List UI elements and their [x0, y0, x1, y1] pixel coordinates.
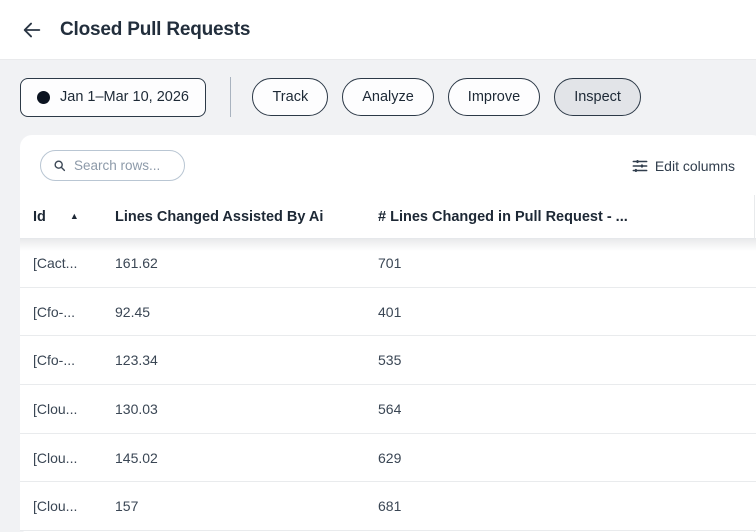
- cell-lines-pr: 629: [378, 449, 402, 466]
- search-box[interactable]: [40, 150, 185, 181]
- page-title: Closed Pull Requests: [60, 18, 251, 40]
- cell-lines-pr: 681: [378, 498, 402, 515]
- cell-id: [Clou...: [33, 400, 78, 417]
- cell-lines-ai: 123.34: [115, 352, 158, 369]
- search-icon: [53, 159, 66, 172]
- column-header-id[interactable]: Id ▲: [33, 208, 79, 225]
- black-dot-icon: [37, 90, 50, 104]
- cell-lines-ai: 161.62: [115, 254, 158, 271]
- table-body: [Cact... 161.62 701 [Cfo-... 92.45 401 […: [20, 239, 756, 532]
- cell-id: [Cfo-...: [33, 352, 76, 369]
- cell-id: [Cact...: [33, 254, 78, 271]
- table-row[interactable]: [Clou... 145.02 629: [20, 433, 756, 483]
- table-row[interactable]: [Cact... 161.62 701: [20, 239, 756, 288]
- cell-id: [Clou...: [33, 449, 78, 466]
- table-row[interactable]: [Clou... 130.03 564: [20, 385, 756, 434]
- column-header-lines-changed-ai[interactable]: Lines Changed Assisted By Ai: [115, 208, 324, 225]
- tab-track[interactable]: Track: [252, 78, 329, 116]
- data-table-card: Edit columns Id ▲ Lines Changed Assisted…: [20, 135, 756, 532]
- cell-lines-ai: 157: [115, 498, 139, 515]
- cell-lines-pr: 535: [378, 352, 402, 369]
- table-row[interactable]: [Clou... 157 681: [20, 482, 756, 532]
- table-row[interactable]: [Cfo-... 123.34 535: [20, 336, 756, 386]
- cell-lines-pr: 701: [378, 254, 402, 271]
- cell-lines-pr: 564: [378, 400, 402, 417]
- arrow-left-icon: [21, 19, 43, 41]
- topbar: Closed Pull Requests: [0, 0, 756, 60]
- cell-lines-ai: 145.02: [115, 449, 158, 466]
- cell-lines-ai: 92.45: [115, 303, 151, 320]
- date-range-button[interactable]: Jan 1–Mar 10, 2026: [20, 77, 206, 117]
- column-header-lines-changed-pr[interactable]: # Lines Changed in Pull Request - ...: [378, 208, 628, 225]
- view-tabs: Track Analyze Improve Inspect: [252, 78, 641, 116]
- table-header-row: Id ▲ Lines Changed Assisted By Ai # Line…: [20, 195, 756, 239]
- back-button[interactable]: [18, 16, 46, 44]
- date-range-label: Jan 1–Mar 10, 2026: [60, 89, 189, 105]
- adjustments-icon: [632, 158, 648, 174]
- cell-lines-ai: 130.03: [115, 400, 158, 417]
- tab-analyze[interactable]: Analyze: [342, 78, 434, 116]
- search-input[interactable]: [74, 158, 172, 173]
- vertical-divider: [229, 77, 232, 117]
- edit-columns-button[interactable]: Edit columns: [632, 158, 735, 174]
- cell-id: [Clou...: [33, 498, 78, 515]
- cell-id: [Cfo-...: [33, 303, 76, 320]
- table-row[interactable]: [Cfo-... 92.45 401: [20, 287, 756, 337]
- cell-lines-pr: 401: [378, 303, 402, 320]
- table: Id ▲ Lines Changed Assisted By Ai # Line…: [20, 195, 756, 532]
- table-toolbar: Edit columns: [20, 135, 756, 181]
- controls-row: Jan 1–Mar 10, 2026 Track Analyze Improve…: [20, 77, 736, 117]
- tab-inspect[interactable]: Inspect: [554, 78, 641, 116]
- tab-improve[interactable]: Improve: [447, 78, 541, 116]
- edit-columns-label: Edit columns: [654, 157, 735, 174]
- sort-ascending-icon: ▲: [69, 211, 79, 221]
